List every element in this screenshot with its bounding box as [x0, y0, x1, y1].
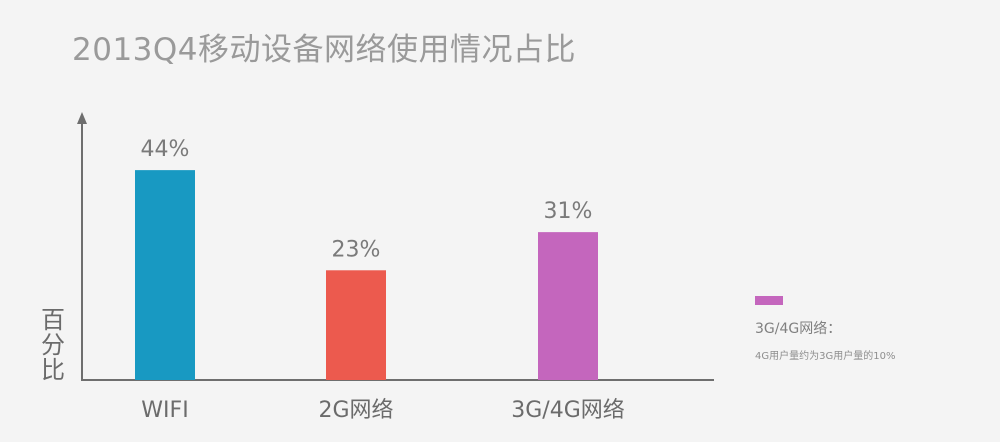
x-tick-label: WIFI: [141, 398, 188, 423]
bar-1: [326, 270, 386, 380]
legend-label: 3G/4G网络：: [755, 321, 842, 337]
bar-value-label: 31%: [544, 199, 593, 224]
bar-value-label: 44%: [141, 137, 190, 162]
y-axis-arrow: [77, 112, 87, 124]
legend-swatch: [755, 296, 783, 305]
legend-note: 4G用户量约为3G用户量的10%: [755, 351, 896, 362]
x-tick-label: 3G/4G网络: [511, 398, 625, 423]
bar-2: [538, 232, 598, 380]
y-axis-label: 百分比: [38, 308, 68, 383]
bar-0: [135, 170, 195, 380]
y-axis-label-char: 比: [41, 356, 65, 384]
chart-title: 2013Q4移动设备网络使用情况占比: [72, 32, 577, 68]
x-tick-label: 2G网络: [318, 398, 393, 423]
legend: 3G/4G网络： 4G用户量约为3G用户量的10%: [755, 296, 985, 362]
y-axis-label-char: 分: [41, 331, 65, 359]
bar-value-label: 23%: [332, 237, 381, 262]
y-axis-label-char: 百: [41, 306, 65, 334]
